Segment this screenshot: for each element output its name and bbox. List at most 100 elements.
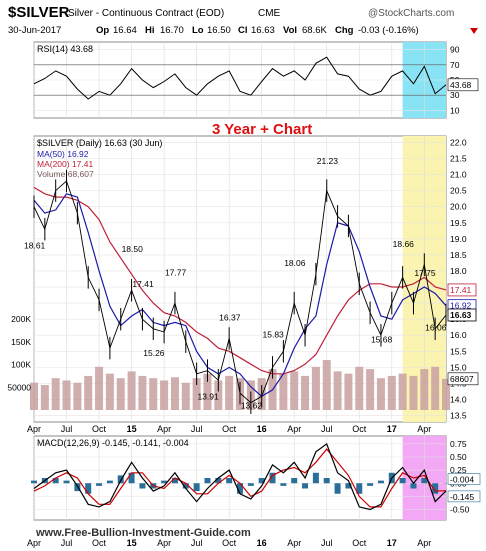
macd-histogram-bar	[215, 478, 222, 484]
volume-tick-label: 50000	[7, 382, 31, 392]
rsi-tick-label: 90	[450, 45, 460, 55]
volume-bar	[105, 373, 114, 410]
rsi-line	[33, 56, 447, 100]
vol-value: 68.6K	[302, 25, 327, 36]
macd-histogram-bar	[117, 475, 124, 484]
x-axis-bottom-label: 16	[257, 538, 267, 548]
macd-histogram-bar	[432, 483, 439, 494]
x-axis-bottom-label: Oct	[352, 538, 367, 548]
x-axis-top-label: 16	[257, 424, 267, 434]
x-axis-top-label: Apr	[287, 424, 301, 434]
macd-histogram-bar	[345, 483, 352, 489]
x-axis-bottom-label: Apr	[287, 538, 301, 548]
macd-tick-label: -0.50	[450, 505, 470, 515]
price-tick-label: 20.5	[450, 186, 467, 196]
price-annotation: 18.06	[284, 258, 306, 268]
volume-bar	[322, 360, 331, 410]
price-panel: 22.021.521.020.520.019.519.018.518.017.5…	[7, 135, 479, 423]
price-tick-label: 19.5	[450, 218, 467, 228]
macd-histogram-bar	[63, 480, 70, 484]
price-tag-box	[447, 308, 477, 322]
x-axis-bottom-label: Jul	[191, 538, 203, 548]
macd-histogram-bar	[421, 478, 428, 484]
price-legend-volume: Volume 68,607	[37, 169, 94, 179]
macd-histogram-bar	[96, 483, 103, 486]
price-annotation: 17.77	[165, 267, 187, 277]
hi-value: 16.70	[160, 25, 184, 36]
volume-bar	[376, 378, 385, 410]
contract-name: Silver - Continuous Contract (EOD)	[68, 8, 224, 19]
x-axis-top-label: Jul	[191, 424, 203, 434]
volume-bar	[420, 369, 429, 410]
macd-histogram-bar	[410, 483, 417, 489]
x-axis-top-label: Oct	[222, 424, 237, 434]
volume-tick-label: 200K	[11, 314, 31, 324]
x-axis-bottom-label: Apr	[27, 538, 41, 548]
macd-signal-line	[33, 448, 447, 508]
macd-histogram-bar	[312, 472, 319, 484]
price-tag: 16.63	[450, 310, 472, 320]
price-annotation: 21.23	[317, 156, 339, 166]
volume-bar	[290, 371, 299, 410]
macd-histogram-bar	[171, 478, 178, 484]
price-annotation: 13.62	[241, 401, 263, 411]
cl-value: 16.63	[251, 25, 275, 36]
price-tick-label: 21.0	[450, 170, 467, 180]
price-annotation: 17.75	[414, 268, 436, 278]
x-axis-top: Apr Jul Oct 15 Apr Jul Oct 16 Apr Jul Oct 17 Apr	[27, 424, 431, 434]
volume-bar	[170, 377, 179, 410]
volume-bar	[127, 371, 136, 410]
x-axis-top-label: Jul	[61, 424, 73, 434]
price-tick-label: 14.0	[450, 395, 467, 405]
macd-histogram-bar	[237, 483, 243, 494]
brand-logo: @StockCharts.com	[368, 8, 454, 19]
price-tick-label: 18.0	[450, 266, 467, 276]
price-tag: 16.92	[450, 301, 472, 311]
rsi-current-tag-box	[447, 78, 479, 92]
macd-tag-box	[447, 490, 481, 503]
price-legend-ma50: MA(50) 16.92	[37, 149, 89, 159]
down-arrow-icon	[470, 28, 478, 34]
price-tick-label: 22.0	[450, 137, 467, 147]
op-label: Op	[96, 25, 109, 36]
volume-bar	[409, 375, 418, 410]
rsi-legend: RSI(14) 43.68	[37, 44, 93, 54]
volume-bar	[214, 380, 223, 410]
x-axis-bottom-label: Jul	[321, 538, 333, 548]
volume-bar	[30, 382, 38, 410]
cl-label: Cl	[238, 25, 248, 36]
chart-annotation: 3 Year + Chart	[212, 121, 312, 138]
macd-line	[33, 442, 447, 511]
macd-frame	[33, 435, 447, 521]
volume-bar	[442, 378, 450, 410]
volume-bar	[431, 366, 440, 410]
x-axis-bottom-label: 15	[127, 538, 137, 548]
chg-label: Chg	[335, 25, 354, 36]
price-annotation: 18.61	[24, 240, 46, 250]
volume-bar	[84, 375, 93, 410]
price-tag-box	[447, 283, 477, 297]
macd-histogram-bar	[356, 483, 363, 494]
x-axis-bottom-label: Apr	[157, 538, 171, 548]
price-annotation: 15.26	[143, 348, 165, 358]
volume-bar	[311, 366, 320, 410]
volume-bar	[225, 375, 234, 410]
price-tick-label: 13.5	[450, 411, 467, 421]
price-tick-label: 21.5	[450, 153, 467, 163]
macd-tick-label: 0.50	[450, 452, 467, 462]
macd-histogram-bar	[182, 483, 189, 489]
volume-bar	[387, 375, 396, 410]
price-line	[33, 180, 447, 404]
macd-histogram-bar	[85, 483, 92, 494]
volume-bar	[181, 382, 190, 410]
volume-bar	[51, 378, 60, 410]
ma200-line	[33, 186, 447, 375]
volume-bar	[62, 380, 71, 410]
price-legend-ma200: MA(200) 17.41	[37, 159, 93, 169]
price-tick-label: 15.5	[450, 346, 467, 356]
macd-histogram-bar	[367, 483, 374, 486]
price-annotation: 18.50	[122, 244, 144, 254]
macd-legend: MACD(12,26,9) -0.145, -0.141, -0.004	[37, 438, 189, 448]
macd-tag-box	[447, 473, 481, 485]
